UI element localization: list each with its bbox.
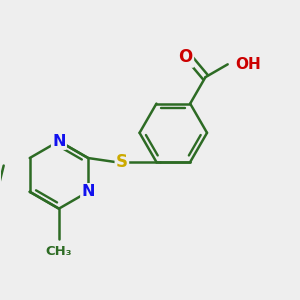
Text: S: S <box>116 153 128 171</box>
Text: N: N <box>52 134 66 149</box>
Text: CH₃: CH₃ <box>46 245 72 258</box>
Text: N: N <box>81 184 95 199</box>
Text: O: O <box>178 49 193 67</box>
Text: OH: OH <box>236 57 262 72</box>
